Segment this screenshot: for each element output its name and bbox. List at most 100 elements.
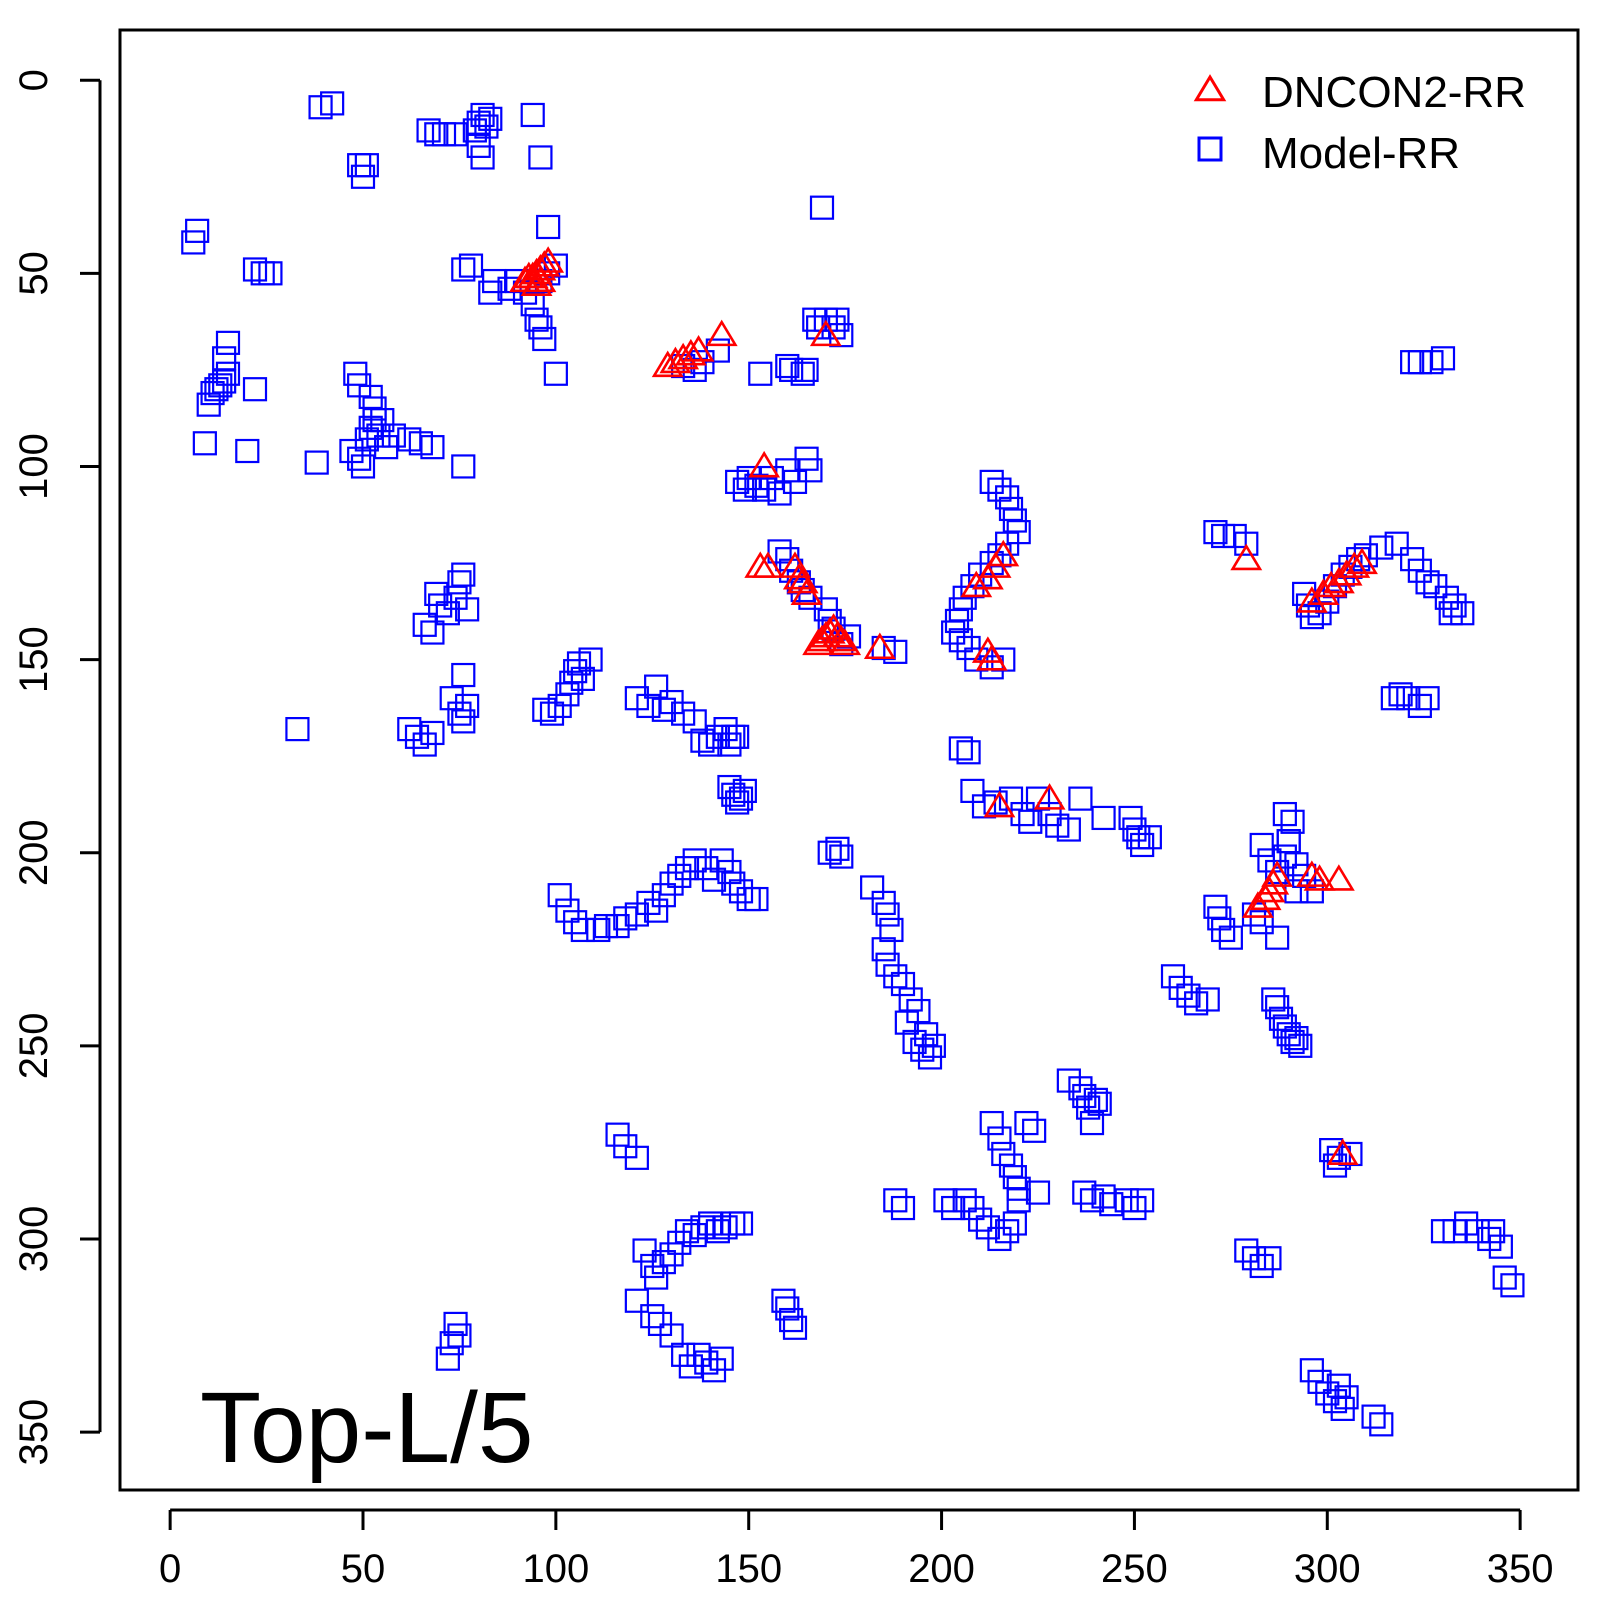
- model-rr-point: [242, 257, 268, 282]
- model-rr-point: [883, 964, 908, 989]
- model-rr-point: [717, 732, 742, 757]
- model-rr-point: [1369, 535, 1394, 560]
- model-rr-point: [829, 844, 854, 869]
- panel-annotation: Top-L/5: [200, 1372, 534, 1484]
- model-rr-point: [782, 1315, 808, 1340]
- model-rr-point: [458, 253, 484, 278]
- model-rr-point: [1241, 1246, 1267, 1271]
- model-rr-point: [1122, 817, 1147, 842]
- model-rr-point: [412, 612, 437, 637]
- model-rr-point: [1488, 1234, 1513, 1259]
- y-tick-label: 50: [12, 251, 56, 296]
- model-rr-point: [644, 674, 669, 699]
- dncon2-rr-point: [790, 578, 823, 605]
- model-rr-point: [736, 886, 761, 912]
- legend-label-model-rr: Model-RR: [1262, 129, 1460, 178]
- model-rr-point: [771, 1288, 796, 1313]
- dncon2-rr-point: [651, 350, 684, 378]
- y-tick-label: 350: [12, 1399, 56, 1466]
- model-rr-point: [1415, 686, 1440, 711]
- model-rr-point: [455, 693, 480, 719]
- model-rr-point: [790, 361, 815, 386]
- model-rr-point: [636, 693, 661, 719]
- model-rr-point: [682, 357, 707, 382]
- model-rr-point: [1079, 1110, 1105, 1136]
- model-rr-point: [1002, 1211, 1027, 1236]
- model-rr-point: [520, 292, 545, 317]
- y-tick-label: 300: [12, 1206, 56, 1273]
- dncon2-rr-point: [1230, 543, 1263, 571]
- model-rr-point: [1091, 805, 1116, 831]
- model-rr-point: [185, 218, 210, 243]
- model-rr-point: [578, 647, 603, 672]
- model-rr-point: [420, 720, 445, 746]
- model-rr-point: [478, 280, 503, 305]
- model-rr-point: [1380, 686, 1405, 711]
- model-rr-point: [890, 971, 916, 997]
- legend: DNCON2-RR Model-RR: [1193, 68, 1526, 178]
- dncon2-rr-point: [1033, 783, 1066, 810]
- model-rr-point: [979, 1110, 1004, 1136]
- dncon2-rr-point: [813, 617, 846, 644]
- model-rr-point: [883, 1188, 908, 1213]
- model-rr-point: [1234, 531, 1259, 556]
- x-axis: 0 50 100 150 200 250 300 350: [159, 1508, 1554, 1591]
- model-rr-point: [871, 937, 896, 962]
- model-rr-point: [258, 261, 283, 286]
- dncon2-rr-point: [1338, 551, 1371, 578]
- model-rr-point: [1280, 809, 1305, 834]
- model-rr-point: [1083, 1087, 1108, 1112]
- model-rr-point: [420, 620, 445, 645]
- model-rr-point: [451, 709, 476, 734]
- model-rr-point: [956, 740, 981, 765]
- model-rr-point: [215, 361, 241, 386]
- dncon2-rr-point: [682, 335, 715, 362]
- model-rr-point: [563, 910, 588, 935]
- model-rr-point: [547, 883, 572, 908]
- y-axis: 0 50 100 150 200 250 300 350: [12, 69, 102, 1466]
- model-rr-point: [1176, 983, 1201, 1008]
- model-rr-point: [983, 790, 1008, 815]
- model-rr-point: [1168, 975, 1193, 1000]
- model-rr-point: [362, 408, 387, 433]
- model-rr-point: [809, 195, 835, 220]
- dncon2-rr-point: [1295, 860, 1328, 887]
- model-rr-point: [416, 118, 441, 143]
- model-rr-point: [728, 1211, 754, 1236]
- model-rr-point: [1346, 547, 1371, 572]
- model-rr-point: [1018, 809, 1043, 834]
- model-rr-point: [420, 435, 445, 460]
- model-rr-point: [1276, 829, 1301, 854]
- legend-label-dncon2-rr: DNCON2-RR: [1262, 68, 1526, 117]
- model-rr-point: [1257, 1246, 1282, 1271]
- model-rr-point: [1056, 817, 1081, 842]
- model-rr-point: [1268, 1006, 1294, 1031]
- model-rr-point: [644, 898, 669, 923]
- model-rr-point: [532, 326, 557, 352]
- model-rr-point: [1430, 346, 1456, 371]
- model-rr-point: [640, 1304, 665, 1329]
- model-rr-point: [1122, 1195, 1147, 1221]
- model-rr-point: [1114, 1188, 1139, 1213]
- model-rr-point: [435, 1346, 460, 1371]
- dncon2-rr-point: [786, 566, 819, 594]
- model-rr-point: [443, 122, 468, 147]
- model-rr-point: [825, 836, 850, 861]
- x-tick-label: 250: [1101, 1547, 1168, 1591]
- model-rr-point: [215, 330, 241, 355]
- model-rr-point: [447, 701, 472, 726]
- dncon2-rr-point: [863, 632, 896, 660]
- dncon2-rr-point: [524, 265, 557, 293]
- model-rr-point: [686, 1342, 711, 1367]
- model-rr-point: [883, 639, 908, 664]
- model-rr-point: [987, 1226, 1012, 1252]
- model-rr-point: [212, 346, 237, 371]
- dncon2-rr-point: [779, 551, 811, 578]
- dncon2-rr-point: [1241, 891, 1274, 918]
- dncon2-rr-point: [1303, 864, 1336, 891]
- model-rr-point: [1006, 1188, 1031, 1213]
- model-rr-point: [354, 153, 379, 178]
- model-rr-point: [1087, 1091, 1112, 1116]
- model-rr-point: [979, 469, 1004, 495]
